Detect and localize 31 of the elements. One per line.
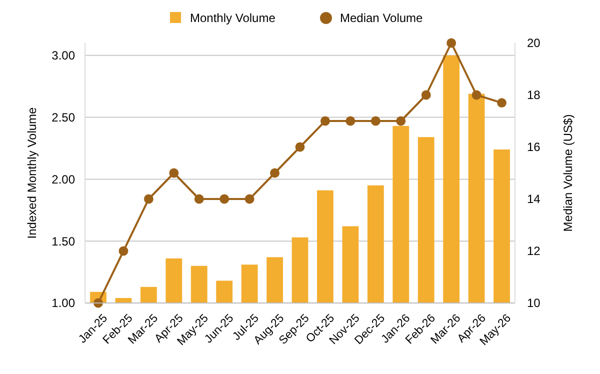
y-axis-title: Indexed Monthly Volume xyxy=(25,106,39,239)
y-tick-label: 2.00 xyxy=(52,172,76,186)
y-tick-label: 1.50 xyxy=(52,234,76,248)
point xyxy=(320,116,330,126)
point xyxy=(244,194,254,204)
point xyxy=(472,90,482,100)
point xyxy=(169,168,179,178)
y2-tick-label: 18 xyxy=(527,88,541,102)
point xyxy=(421,90,431,100)
point xyxy=(446,38,456,48)
point xyxy=(295,142,305,152)
point xyxy=(118,246,128,256)
y-tick-label: 3.00 xyxy=(52,48,76,63)
y2-tick-label: 20 xyxy=(527,36,541,50)
y2-tick-label: 10 xyxy=(527,296,541,310)
legend-label: Monthly Volume xyxy=(190,11,276,26)
y2-tick-label: 16 xyxy=(527,140,541,154)
point xyxy=(220,194,230,204)
point xyxy=(396,116,406,126)
legend-label: Median Volume xyxy=(340,11,424,26)
y2-tick-label: 12 xyxy=(527,244,541,258)
y2-tick-label: 14 xyxy=(527,192,541,206)
y-tick-label: 2.50 xyxy=(52,110,76,124)
point xyxy=(370,116,380,126)
point xyxy=(194,194,204,204)
point xyxy=(346,116,356,126)
point xyxy=(144,194,154,204)
point xyxy=(497,98,506,108)
point xyxy=(270,168,280,178)
y-tick-label: 1.00 xyxy=(52,296,76,310)
y2-axis-title: Median Volume (US$) xyxy=(561,114,575,232)
